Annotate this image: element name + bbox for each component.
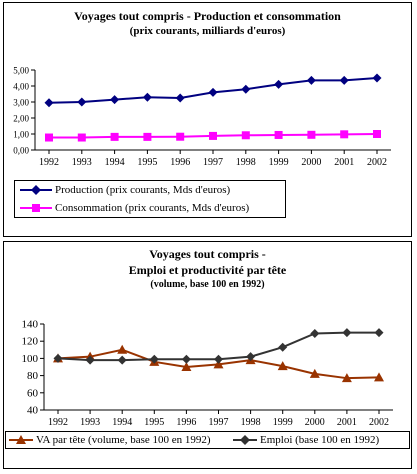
data-point — [309, 368, 320, 378]
legend-label-va-par-tete: VA par tête (volume, base 100 en 1992) — [36, 434, 211, 446]
y-tick-label: 4,00 — [13, 82, 29, 92]
data-point — [340, 130, 349, 139]
y-tick-label: 2,00 — [13, 114, 29, 124]
data-point — [117, 344, 128, 354]
y-tick-label: 140 — [22, 319, 39, 331]
data-point — [339, 75, 349, 85]
x-tick-label: 1995 — [144, 417, 164, 428]
x-tick-label: 2002 — [369, 417, 389, 428]
chart-2-subtitle2: (volume, base 100 en 1992) — [150, 279, 265, 290]
data-point — [142, 92, 152, 102]
data-point — [110, 132, 119, 141]
data-point — [77, 97, 87, 107]
x-tick-label: 1994 — [105, 157, 125, 168]
data-point — [214, 354, 223, 364]
data-point — [241, 84, 251, 94]
y-tick-label: 80 — [27, 370, 39, 382]
chart-2-plot: 40 60 80 100 120 140 1992 1993 1994 1995 1996 1997 1… — [22, 319, 393, 428]
x-tick-label: 2000 — [305, 417, 325, 428]
data-point — [181, 362, 192, 371]
chart-1-legend: Production (prix courants, Mds d'euros) … — [14, 180, 286, 218]
data-point — [374, 328, 384, 338]
chart-2-subtitle: Emploi et productivité par tête — [128, 263, 287, 277]
data-point — [373, 130, 381, 138]
legend-label-production: Production (prix courants, Mds d'euros) — [55, 184, 231, 196]
data-point — [310, 328, 320, 338]
data-point — [85, 355, 95, 365]
data-point — [45, 133, 53, 142]
data-point — [306, 75, 316, 85]
y-tick-label: 100 — [22, 353, 39, 365]
legend-label-emploi: Emploi (base 100 en 1992) — [260, 434, 380, 446]
data-point — [209, 131, 217, 140]
x-tick-label: 2001 — [337, 417, 357, 428]
data-point — [277, 361, 288, 371]
x-tick-label: 1996 — [176, 417, 196, 428]
chart-1-title: Voyages tout compris - Production et con… — [74, 9, 341, 23]
x-tick-label: 1998 — [241, 417, 261, 428]
data-point — [208, 87, 218, 97]
data-point — [274, 130, 283, 139]
chart-1-plot: 0,00 1,00 2,00 3,00 4,00 5,00 1992 1993 1994 1995… — [13, 66, 391, 168]
legend-marker-emploi — [233, 435, 257, 445]
data-point — [117, 355, 127, 365]
data-point — [341, 373, 352, 383]
data-point — [246, 352, 256, 362]
chart-2-legend: VA par tête (volume, base 100 en 1992) E… — [5, 431, 410, 449]
legend-entry-consommation: Consommation (prix courants, Mds d'euros… — [15, 200, 285, 216]
x-tick-label: 1992 — [48, 417, 68, 428]
data-point — [149, 354, 159, 364]
x-tick-label: 2002 — [367, 157, 387, 168]
x-tick-label: 1996 — [170, 157, 190, 168]
data-point — [372, 73, 382, 83]
data-point — [342, 328, 352, 338]
data-point — [213, 359, 224, 369]
y-tick-label: 120 — [22, 336, 39, 348]
x-tick-label: 1997 — [203, 157, 223, 168]
employment-productivity-chart-panel: Voyages tout compris - Emploi et product… — [3, 241, 412, 469]
data-point — [44, 98, 54, 108]
x-tick-label: 1997 — [209, 417, 229, 428]
data-point — [241, 131, 250, 140]
data-point — [143, 132, 152, 141]
data-point — [181, 354, 191, 364]
y-tick-label: 3,00 — [13, 98, 29, 108]
chart-2-title: Voyages tout compris - — [149, 247, 266, 261]
legend-label-consommation: Consommation (prix courants, Mds d'euros… — [55, 202, 250, 214]
y-tick-label: 0,00 — [13, 146, 29, 156]
y-tick-label: 1,00 — [13, 130, 29, 140]
data-point — [278, 342, 288, 352]
x-tick-label: 1998 — [236, 157, 256, 168]
x-tick-label: 2000 — [301, 157, 321, 168]
data-point — [53, 353, 63, 363]
legend-marker-production — [20, 185, 52, 195]
data-point — [176, 132, 185, 141]
x-tick-label: 1999 — [273, 417, 293, 428]
x-tick-label: 1993 — [72, 157, 92, 168]
legend-entry-production: Production (prix courants, Mds d'euros) — [15, 182, 285, 198]
legend-marker-va-par-tete — [9, 435, 33, 444]
x-tick-label: 1992 — [39, 157, 59, 168]
x-tick-label: 1995 — [137, 157, 157, 168]
data-point — [110, 95, 120, 105]
data-point — [274, 79, 284, 89]
y-tick-label: 40 — [27, 405, 39, 417]
x-tick-label: 1993 — [80, 417, 100, 428]
y-tick-label: 5,00 — [13, 66, 29, 76]
x-tick-label: 1994 — [112, 417, 132, 428]
y-tick-label: 60 — [27, 387, 39, 399]
x-tick-label: 2001 — [334, 157, 354, 168]
chart-1-subtitle: (prix courants, milliards d'euros) — [129, 25, 286, 37]
data-point — [77, 133, 86, 142]
production-consumption-chart-panel: Voyages tout compris - Production et con… — [3, 2, 412, 237]
data-point — [374, 372, 384, 382]
legend-marker-consommation — [20, 204, 52, 212]
data-point — [307, 130, 316, 139]
x-tick-label: 1999 — [269, 157, 289, 168]
data-point — [175, 93, 185, 103]
